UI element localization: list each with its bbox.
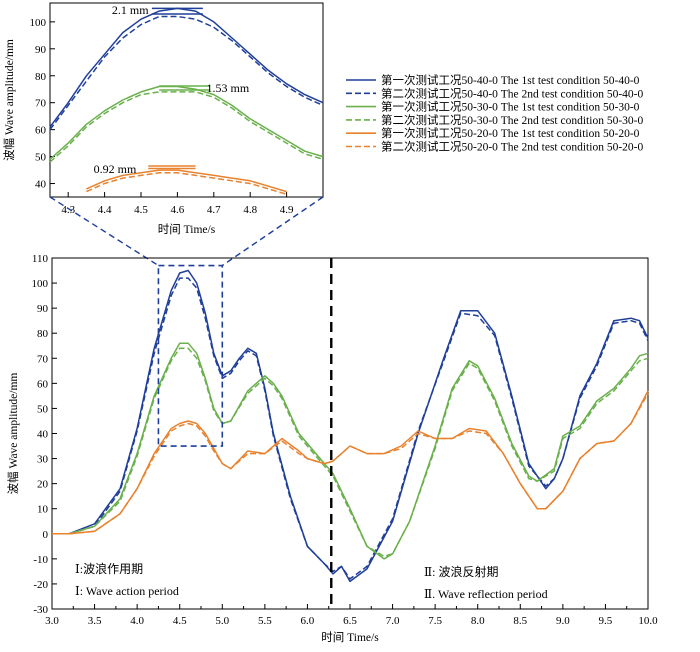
- main-y-tick-label: -30: [33, 604, 48, 616]
- main-y-tick-label: 100: [32, 278, 49, 290]
- peak-difference-label: 1.53 mm: [207, 81, 250, 95]
- period-1-label-en: Ⅰ: Wave action period: [75, 584, 179, 598]
- main-series-line-2: [52, 277, 649, 580]
- inset-x-tick-label: 4.9: [280, 204, 294, 216]
- main-series-line-6: [52, 393, 649, 535]
- inset-y-tick-label: 100: [30, 17, 47, 29]
- inset-x-tick-label: 4.7: [207, 204, 221, 216]
- main-y-tick-label: -20: [33, 579, 48, 591]
- main-y-tick-label: 60: [37, 378, 49, 390]
- inset-x-axis-label: 时间 Time/s: [158, 223, 216, 236]
- main-y-axis-label: 波幅 Wave amplitude/mm: [7, 373, 20, 495]
- inset-y-axis-label: 波幅 Wave amplitude/mm: [3, 39, 16, 161]
- legend: 第一次测试工况50-40-0 The 1st test condition 50…: [346, 73, 643, 154]
- inset-y-tick-label: 40: [35, 179, 47, 191]
- main-y-tick-label: 20: [37, 479, 49, 491]
- connector-right: [221, 196, 324, 267]
- legend-label: 第二次测试工况50-30-0 The 2nd test condition 50…: [381, 113, 643, 127]
- main-series-line-4: [52, 347, 649, 558]
- inset-series-line-3: [49, 85, 324, 160]
- inset-y-tick-label: 60: [35, 125, 47, 137]
- inset-x-tick-label: 4.3: [61, 204, 75, 216]
- main-y-tick-label: 0: [43, 529, 49, 541]
- main-ticks: 3.0 3.5 4.0 4.5 5.0 5.5 6.0 6.5 7.0 7.5 8.0 8.5 9.0 9…: [32, 253, 659, 627]
- main-x-tick-label: 6.0: [301, 615, 315, 627]
- inset-x-tick-label: 4.5: [134, 204, 148, 216]
- main-x-tick-label: 7.5: [428, 615, 442, 627]
- inset-x-tick-label: 4.8: [243, 204, 257, 216]
- inset-y-tick-label: 90: [35, 44, 47, 56]
- peak-difference-label: 0.92 mm: [94, 162, 137, 176]
- main-plot-frame: [51, 257, 649, 610]
- main-series-line-3: [52, 342, 649, 560]
- inset-x-tick-label: 4.4: [98, 204, 112, 216]
- inset-plot-frame: [49, 2, 324, 198]
- inset-series-group: [49, 7, 324, 196]
- main-x-axis-label: 时间 Time/s: [321, 631, 379, 644]
- main-x-tick-label: 7.0: [386, 615, 400, 627]
- inset-panel: 4.3 4.4 4.5 4.6 4.7 4.8 4.9 40 50 60 70 80 90 100 2.1…: [3, 2, 324, 236]
- inset-series-line-5: [86, 169, 287, 193]
- inset-series-line-6: [86, 172, 287, 196]
- inset-y-tick-label: 80: [35, 71, 47, 83]
- legend-label: 第一次测试工况50-30-0 The 1st test condition 50…: [381, 100, 640, 114]
- main-y-tick-label: 10: [37, 504, 49, 516]
- inset-series-line-2: [49, 15, 324, 131]
- legend-label: 第二次测试工况50-40-0 The 2nd test condition 50…: [381, 86, 643, 100]
- main-x-tick-label: 4.0: [130, 615, 144, 627]
- main-y-tick-label: 50: [37, 403, 49, 415]
- main-x-tick-label: 5.0: [215, 615, 229, 627]
- main-y-tick-label: 90: [37, 303, 49, 315]
- main-x-tick-label: 3.5: [88, 615, 102, 627]
- zoom-box: [157, 264, 224, 447]
- main-series-group: [52, 269, 649, 583]
- inset-y-tick-label: 70: [35, 98, 47, 110]
- inset-annotations: 2.1 mm 1.53 mm 0.92 mm: [94, 3, 250, 176]
- main-x-tick-label: 8.0: [471, 615, 485, 627]
- main-x-tick-label: 3.0: [45, 615, 59, 627]
- zoom-connectors: [49, 196, 324, 267]
- main-series-line-5: [52, 390, 649, 535]
- main-x-tick-label: 10.0: [638, 615, 658, 627]
- main-y-tick-label: 40: [37, 429, 49, 441]
- main-series-line-1: [52, 269, 649, 583]
- main-x-tick-label: 6.5: [343, 615, 357, 627]
- period-2-label-en: Ⅱ. Wave reflection period: [424, 587, 548, 601]
- legend-label: 第一次测试工况50-40-0 The 1st test condition 50…: [381, 73, 640, 87]
- main-y-tick-label: 80: [37, 328, 49, 340]
- legend-label: 第二次测试工况50-20-0 The 2nd test condition 50…: [381, 140, 643, 154]
- inset-ticks: 4.3 4.4 4.5 4.6 4.7 4.8 4.9 40 50 60 70 80 90 100: [30, 17, 294, 216]
- main-x-tick-label: 8.5: [513, 615, 527, 627]
- inset-series-line-4: [49, 91, 324, 163]
- inset-x-tick-label: 4.6: [171, 204, 185, 216]
- main-x-tick-label: 4.5: [173, 615, 187, 627]
- main-x-tick-label: 9.5: [599, 615, 613, 627]
- main-y-tick-label: 110: [32, 253, 49, 265]
- peak-difference-label: 2.1 mm: [112, 3, 149, 17]
- connector-left: [49, 196, 159, 267]
- period-2-label-cn: Ⅱ: 波浪反射期: [424, 564, 499, 579]
- period-1-label-cn: Ⅰ:波浪作用期: [75, 561, 143, 576]
- main-x-tick-label: 5.5: [258, 615, 272, 627]
- main-y-tick-label: 70: [37, 353, 49, 365]
- main-x-tick-label: 9.0: [556, 615, 570, 627]
- main-y-tick-label: -10: [33, 554, 48, 566]
- inset-y-tick-label: 50: [35, 152, 47, 164]
- main-panel: 3.0 3.5 4.0 4.5 5.0 5.5 6.0 6.5 7.0 7.5 8.0 8.5 9.0 9…: [7, 253, 658, 644]
- legend-label: 第一次测试工况50-20-0 The 1st test condition 50…: [381, 126, 640, 140]
- inset-series-line-1: [49, 7, 324, 128]
- main-y-tick-label: 30: [37, 454, 49, 466]
